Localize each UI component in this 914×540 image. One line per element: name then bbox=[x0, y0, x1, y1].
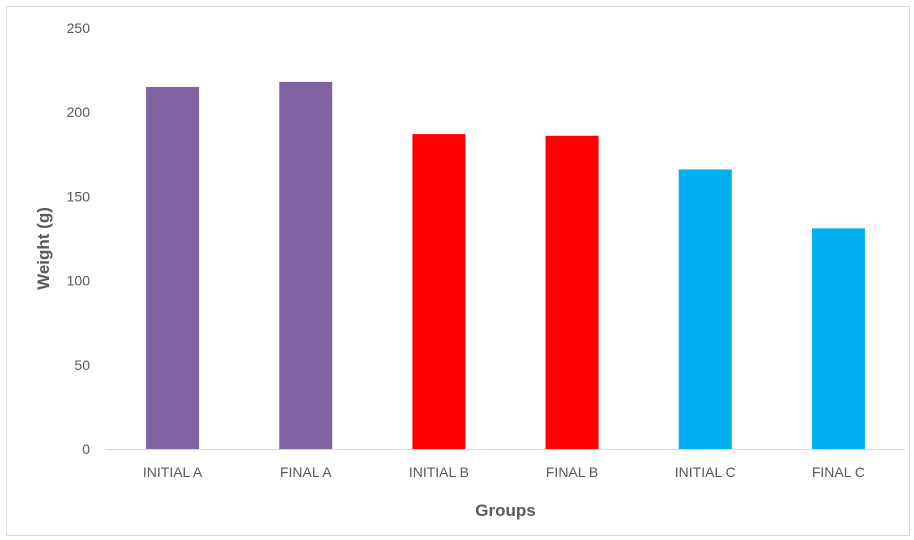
y-axis-ticks: 0 50 100 150 200 250 bbox=[67, 20, 91, 457]
x-tick-label: INITIAL C bbox=[675, 464, 736, 480]
bars bbox=[146, 81, 865, 450]
x-tick-label: INITIAL A bbox=[143, 464, 203, 480]
y-tick-label: 50 bbox=[74, 357, 90, 373]
bar bbox=[545, 135, 599, 449]
x-tick-label: FINAL C bbox=[812, 464, 865, 480]
x-tick-label: FINAL B bbox=[546, 464, 598, 480]
bar bbox=[412, 134, 466, 450]
y-tick-label: 0 bbox=[82, 441, 90, 457]
x-tick-label: FINAL A bbox=[280, 464, 332, 480]
x-axis-ticks: INITIAL A FINAL A INITIAL B FINAL B INITIAL … bbox=[143, 464, 865, 480]
y-tick-label: 150 bbox=[67, 188, 91, 204]
bar bbox=[146, 86, 200, 449]
x-axis-title: Groups bbox=[475, 501, 535, 520]
bar bbox=[811, 228, 865, 449]
bar bbox=[678, 169, 732, 449]
x-tick-label: INITIAL B bbox=[409, 464, 469, 480]
y-tick-label: 100 bbox=[67, 273, 91, 289]
y-tick-label: 200 bbox=[67, 104, 91, 120]
y-tick-label: 250 bbox=[67, 20, 91, 36]
y-axis-title: Weight (g) bbox=[34, 207, 53, 290]
bar bbox=[279, 81, 333, 449]
